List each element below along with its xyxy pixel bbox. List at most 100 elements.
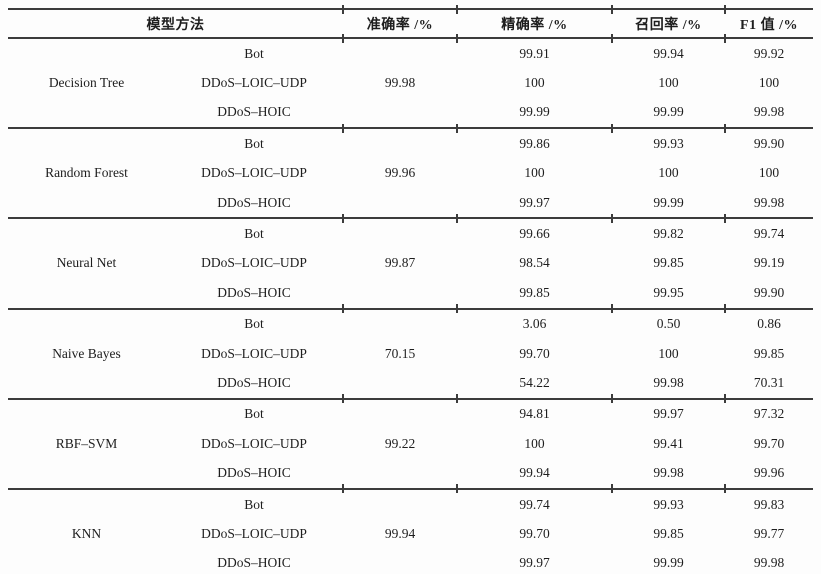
f1-cell: 99.90 — [753, 284, 785, 300]
precision-cell: 54.22 — [519, 374, 550, 390]
precision-cell: 3.06 — [457, 307, 612, 339]
header-recall: 召回率 /% — [612, 9, 725, 39]
recall-cell: 99.95 — [653, 284, 684, 300]
recall-cell: 99.98 — [653, 374, 684, 390]
precision-cell: 99.70 — [519, 525, 550, 541]
recall-cell: 100 — [658, 165, 679, 181]
attack-cell: Bot — [244, 45, 264, 61]
header-model-method: 模型方法 — [8, 9, 343, 39]
column-boundary-tick — [611, 33, 613, 43]
accuracy-cell: 99.94 — [343, 487, 457, 574]
header-f1: F1 值 /% — [725, 9, 813, 39]
precision-cell: 98.54 — [519, 255, 550, 271]
recall-cell: 99.41 — [653, 435, 684, 451]
attack-cell: DDoS–HOIC — [217, 465, 291, 481]
f1-cell: 99.19 — [753, 255, 785, 271]
f1-cell: 97.32 — [725, 397, 813, 430]
table-row: RBF–SVM Bot 99.22 94.81 99.97 97.32 — [8, 397, 813, 489]
precision-cell: 99.86 — [457, 127, 612, 159]
recall-cell: 99.99 — [653, 194, 684, 210]
table-row: DDoS–LOIC–UDP 99.70 99.85 99.77 — [8, 519, 813, 548]
column-boundary-tick — [456, 304, 458, 314]
column-boundary-tick — [456, 394, 458, 404]
column-boundary-tick — [342, 394, 344, 404]
header-accuracy: 准确率 /% — [343, 9, 457, 39]
recall-cell: 100 — [658, 345, 679, 361]
f1-cell: 99.98 — [753, 194, 785, 210]
accuracy-cell: 99.87 — [343, 217, 457, 309]
column-boundary-tick — [611, 484, 613, 494]
column-boundary-tick — [342, 4, 344, 14]
precision-cell: 99.66 — [457, 217, 612, 249]
precision-cell: 100 — [524, 75, 545, 91]
table-row: DDoS–LOIC–UDP 100 99.41 99.70 — [8, 429, 813, 458]
f1-cell: 99.98 — [753, 104, 785, 120]
f1-cell: 99.98 — [753, 555, 785, 571]
attack-cell: DDoS–HOIC — [217, 194, 291, 210]
attack-cell: Bot — [165, 127, 343, 159]
precision-cell: 100 — [524, 435, 545, 451]
column-boundary-tick — [342, 213, 344, 223]
table-row: Neural Net Bot 99.87 99.66 99.82 99.74 — [8, 217, 813, 309]
results-table: 模型方法 准确率 /% 精确率 /% 召回率 /% F1 值 /% Decisi… — [8, 8, 813, 574]
column-boundary-tick — [456, 33, 458, 43]
column-boundary-tick — [724, 213, 726, 223]
column-boundary-tick — [611, 394, 613, 404]
attack-cell: DDoS–LOIC–UDP — [201, 525, 307, 541]
recall-cell: 99.99 — [653, 555, 684, 571]
table-row: DDoS–HOIC 99.99 99.99 99.98 — [8, 98, 813, 128]
recall-cell: 100 — [658, 75, 679, 91]
accuracy-cell: 99.98 — [384, 75, 416, 91]
f1-cell: 99.77 — [753, 525, 785, 541]
recall-cell: 99.93 — [612, 127, 725, 159]
column-boundary-tick — [342, 33, 344, 43]
attack-cell: DDoS–HOIC — [217, 555, 291, 571]
model-cell: Neural Net — [8, 217, 165, 309]
precision-cell: 99.85 — [519, 284, 550, 300]
precision-cell: 99.97 — [519, 194, 550, 210]
recall-cell: 99.97 — [612, 397, 725, 430]
attack-cell: DDoS–HOIC — [217, 284, 291, 300]
results-table-wrap: 模型方法 准确率 /% 精确率 /% 召回率 /% F1 值 /% Decisi… — [8, 4, 813, 574]
f1-cell: 0.86 — [725, 307, 813, 339]
f1-cell: 100 — [758, 75, 780, 91]
table-row: DDoS–HOIC 99.85 99.95 99.90 — [8, 278, 813, 308]
attack-cell: DDoS–LOIC–UDP — [201, 75, 307, 91]
attack-cell: DDoS–LOIC–UDP — [201, 345, 307, 361]
precision-cell: 99.97 — [519, 555, 550, 571]
model-cell: Naive Bayes — [8, 307, 165, 399]
attack-cell: Bot — [165, 307, 343, 339]
recall-cell: 99.85 — [653, 525, 684, 541]
table-row: DDoS–HOIC 99.97 99.99 99.98 — [8, 549, 813, 574]
f1-cell: 99.85 — [753, 345, 785, 361]
recall-cell: 99.99 — [653, 104, 684, 120]
table-row: DDoS–HOIC 99.97 99.99 99.98 — [8, 188, 813, 218]
model-cell: RBF–SVM — [8, 397, 165, 489]
attack-cell: Bot — [165, 217, 343, 249]
attack-cell: DDoS–HOIC — [217, 374, 291, 390]
recall-cell: 99.93 — [612, 487, 725, 520]
column-boundary-tick — [611, 123, 613, 133]
attack-cell: Bot — [165, 487, 343, 520]
model-cell: Random Forest — [8, 127, 165, 219]
table-row: DDoS–HOIC 54.22 99.98 70.31 — [8, 368, 813, 398]
accuracy-cell: 99.96 — [343, 127, 457, 219]
column-boundary-tick — [724, 304, 726, 314]
recall-cell: 99.98 — [653, 465, 684, 481]
attack-cell: DDoS–LOIC–UDP — [201, 435, 307, 451]
table-row: DDoS–LOIC–UDP 100 100 100 — [8, 159, 813, 188]
model-cell: Decision Tree — [48, 75, 125, 91]
f1-cell: 70.31 — [753, 374, 785, 390]
attack-cell: Bot — [165, 397, 343, 430]
column-boundary-tick — [724, 33, 726, 43]
column-boundary-tick — [342, 484, 344, 494]
column-boundary-tick — [456, 4, 458, 14]
precision-cell: 99.70 — [519, 345, 550, 361]
f1-cell: 99.92 — [753, 45, 785, 61]
accuracy-cell: 99.22 — [343, 397, 457, 489]
f1-cell: 99.90 — [725, 127, 813, 159]
table-row: Naive Bayes Bot 70.15 3.06 0.50 0.86 — [8, 307, 813, 399]
table-row: DDoS–LOIC–UDP 98.54 99.85 99.19 — [8, 249, 813, 278]
accuracy-cell: 70.15 — [343, 307, 457, 399]
column-boundary-tick — [342, 123, 344, 133]
